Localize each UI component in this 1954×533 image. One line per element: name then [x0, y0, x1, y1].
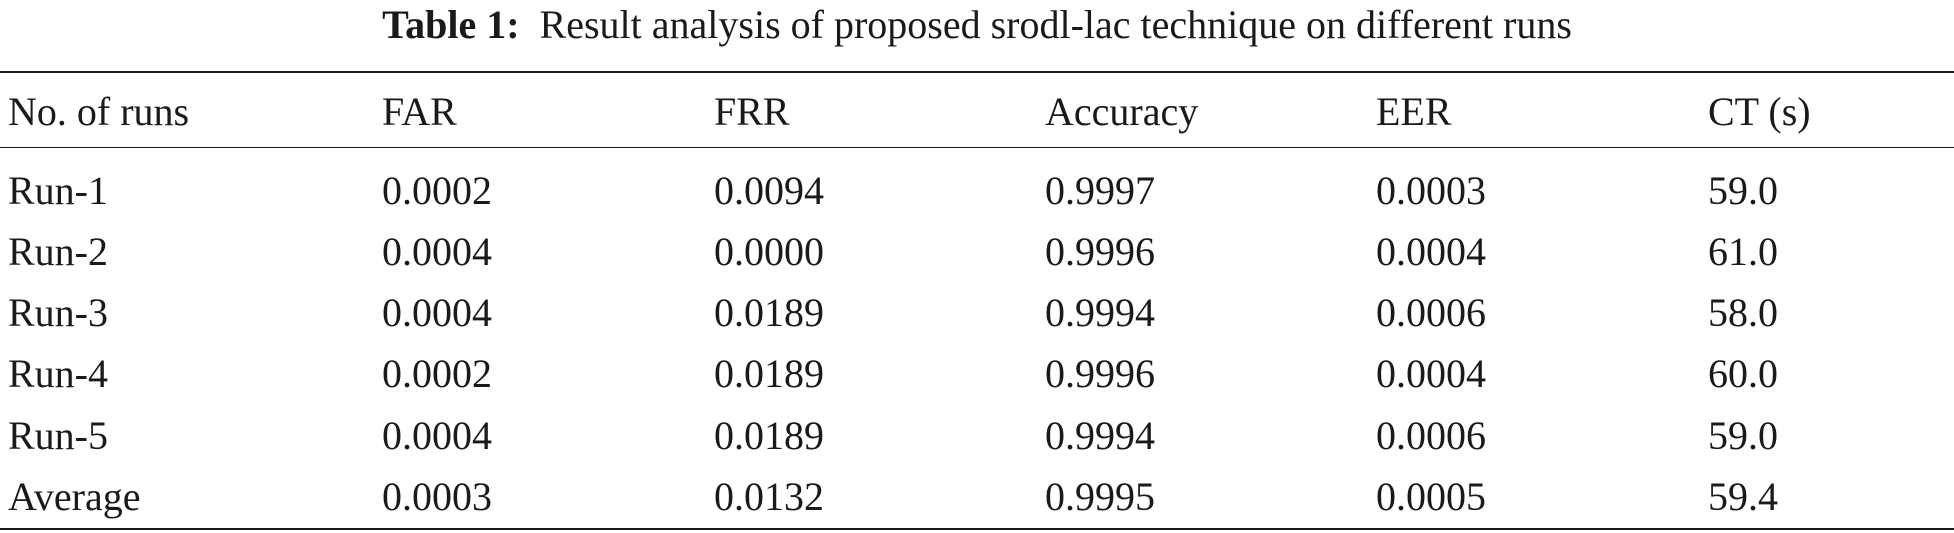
cell-eer: 0.0004 [1376, 229, 1486, 274]
cell-accuracy: 0.9996 [1045, 351, 1155, 396]
table-bottom-rule [0, 528, 1954, 530]
cell-run-name: Run-2 [8, 229, 108, 274]
table-row: Run-3 0.0004 0.0189 0.9994 0.0006 58.0 [0, 282, 1954, 344]
header-cell-accuracy: Accuracy [1045, 89, 1199, 134]
table-row: Run-5 0.0004 0.0189 0.9994 0.0006 59.0 [0, 405, 1954, 467]
cell-far: 0.0004 [382, 229, 492, 274]
cell-ct: 59.4 [1708, 474, 1778, 519]
cell-ct: 60.0 [1708, 351, 1778, 396]
header-cell-far: FAR [382, 89, 457, 134]
cell-run-name: Average [8, 474, 141, 519]
cell-accuracy: 0.9994 [1045, 290, 1155, 335]
table-top-rule [0, 71, 1954, 73]
cell-far: 0.0004 [382, 290, 492, 335]
cell-run-name: Run-1 [8, 168, 108, 213]
cell-far: 0.0002 [382, 168, 492, 213]
cell-frr: 0.0189 [714, 413, 824, 458]
cell-frr: 0.0094 [714, 168, 824, 213]
header-cell-eer: EER [1376, 89, 1452, 134]
cell-frr: 0.0189 [714, 351, 824, 396]
cell-far: 0.0003 [382, 474, 492, 519]
cell-accuracy: 0.9994 [1045, 413, 1155, 458]
cell-ct: 59.0 [1708, 168, 1778, 213]
table-caption-label: Table 1: [382, 2, 520, 47]
table-row: Run-1 0.0002 0.0094 0.9997 0.0003 59.0 [0, 160, 1954, 222]
cell-ct: 59.0 [1708, 413, 1778, 458]
cell-accuracy: 0.9996 [1045, 229, 1155, 274]
cell-run-name: Run-5 [8, 413, 108, 458]
cell-frr: 0.0000 [714, 229, 824, 274]
cell-eer: 0.0005 [1376, 474, 1486, 519]
cell-eer: 0.0006 [1376, 290, 1486, 335]
header-cell-runs: No. of runs [8, 89, 190, 134]
cell-accuracy: 0.9995 [1045, 474, 1155, 519]
table-header-rule [0, 147, 1954, 148]
cell-eer: 0.0006 [1376, 413, 1486, 458]
cell-run-name: Run-3 [8, 290, 108, 335]
table-header-row: No. of runs FAR FRR Accuracy EER CT (s) [0, 81, 1954, 143]
cell-ct: 58.0 [1708, 290, 1778, 335]
table-row: Run-4 0.0002 0.0189 0.9996 0.0004 60.0 [0, 343, 1954, 405]
cell-far: 0.0004 [382, 413, 492, 458]
cell-eer: 0.0003 [1376, 168, 1486, 213]
table-caption: Table 1: Result analysis of proposed sro… [0, 2, 1954, 48]
table-row: Run-2 0.0004 0.0000 0.9996 0.0004 61.0 [0, 221, 1954, 283]
header-cell-frr: FRR [714, 89, 790, 134]
cell-frr: 0.0132 [714, 474, 824, 519]
cell-frr: 0.0189 [714, 290, 824, 335]
cell-far: 0.0002 [382, 351, 492, 396]
cell-ct: 61.0 [1708, 229, 1778, 274]
table-row-average: Average 0.0003 0.0132 0.9995 0.0005 59.4 [0, 466, 1954, 528]
header-cell-ct: CT (s) [1708, 89, 1811, 134]
cell-eer: 0.0004 [1376, 351, 1486, 396]
cell-run-name: Run-4 [8, 351, 108, 396]
table-caption-text: Result analysis of proposed srodl-lac te… [539, 2, 1572, 47]
cell-accuracy: 0.9997 [1045, 168, 1155, 213]
